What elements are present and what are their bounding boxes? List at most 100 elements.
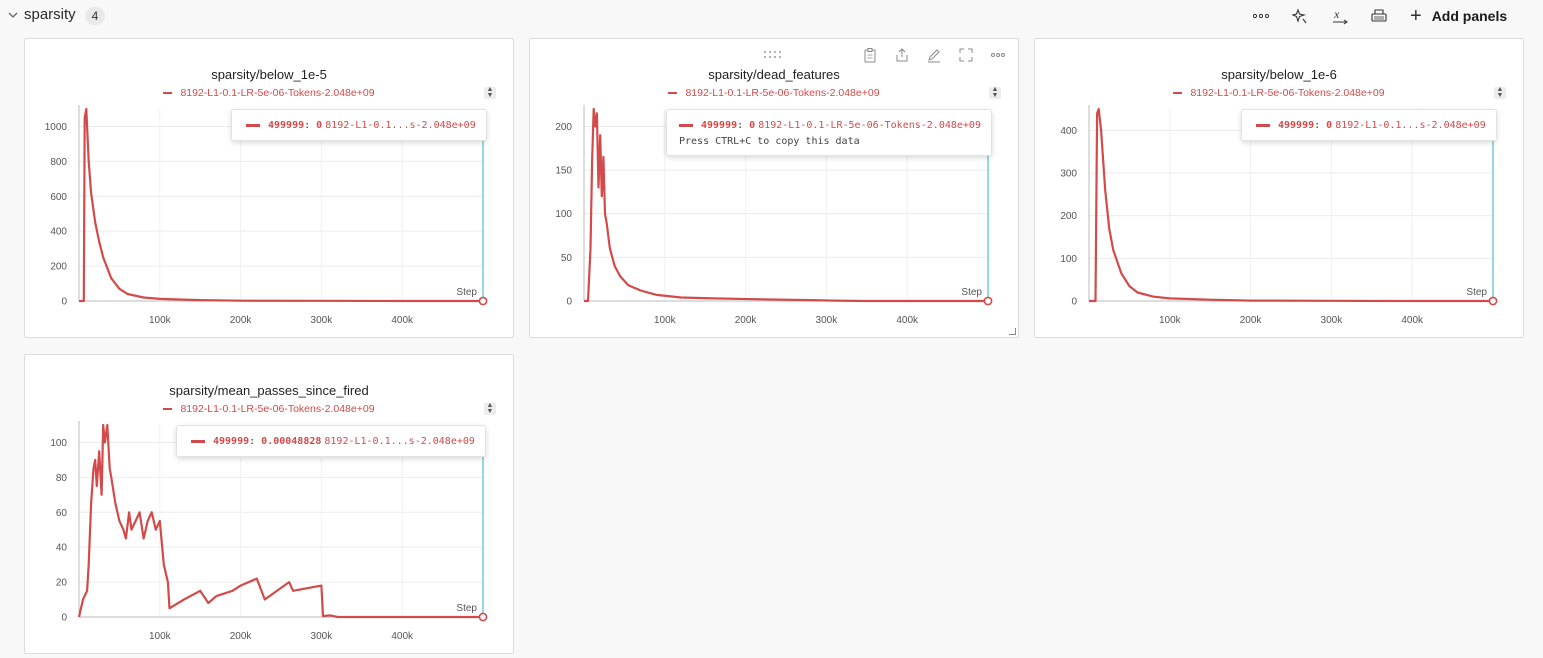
series-line [79,107,483,303]
x-axis-step-label: Step [456,287,477,298]
panel-count-badge: 4 [85,7,105,25]
more-icon[interactable] [1251,6,1271,26]
legend-entry[interactable]: 8192-L1-0.1-LR-5e-06-Tokens-2.048e+09 [25,87,513,99]
panel-more-icon[interactable] [990,47,1006,63]
legend-entry[interactable]: 8192-L1-0.1-LR-5e-06-Tokens-2.048e+09 [1035,87,1523,99]
hover-point-marker [478,612,488,622]
legend-label: 8192-L1-0.1-LR-5e-06-Tokens-2.048e+09 [180,403,375,415]
y-tick-label: 40 [56,543,68,554]
hover-tooltip: 499999: 0 8192-L1-0.1-LR-5e-06-Tokens-2.… [666,109,992,156]
x-tick-label: 200k [230,315,253,326]
x-axis-step-label: Step [456,603,477,614]
chart-panel[interactable]: sparsity/below_1e-6 8192-L1-0.1-LR-5e-06… [1034,38,1524,338]
y-tick-label: 0 [566,297,572,308]
y-tick-label: 0 [61,613,67,624]
y-tick-label: 0 [1071,297,1077,308]
x-tick-label: 300k [1321,315,1344,326]
x-tick-label: 100k [149,631,172,642]
line-chart[interactable]: 0 20 40 60 80 100 100k 200k 300k 400k Step [25,355,513,653]
legend-label: 8192-L1-0.1-LR-5e-06-Tokens-2.048e+09 [1190,87,1385,99]
panel-title: sparsity/below_1e-5 [211,67,327,82]
line-chart[interactable]: 0 100 200 300 400 100k 200k 300k 400k Step [1035,39,1523,337]
legend-swatch [1173,92,1183,95]
x-tick-label: 200k [735,315,758,326]
y-tick-label: 600 [50,192,67,203]
tooltip-run-name: 8192-L1-0.1...s-2.048e+09 [1335,119,1486,131]
resize-handle[interactable] [1009,328,1016,335]
fullscreen-icon[interactable] [958,47,974,63]
chart-panel[interactable]: sparsity/below_1e-5 8192-L1-0.1-LR-5e-06… [24,38,514,338]
legend-scroll-icon[interactable]: ▲ ▼ [484,86,496,99]
series-line [77,423,483,619]
tooltip-step: 499999 [213,435,250,447]
add-panels-label: Add panels [1431,8,1508,24]
panel-actions [530,47,1018,65]
variable-x-icon[interactable]: x [1330,6,1350,26]
section-title[interactable]: sparsity [24,6,76,23]
y-tick-label: 100 [555,209,572,220]
tooltip-step: 499999 [268,119,305,131]
tooltip-swatch [679,123,693,127]
x-axis-step-label: Step [1466,287,1487,298]
x-tick-label: 400k [896,315,919,326]
chart-panel[interactable]: sparsity/mean_passes_since_fired 8192-L1… [24,354,514,654]
y-tick-label: 20 [56,578,68,589]
add-panels-button[interactable]: + Add panels [1410,4,1507,28]
y-tick-label: 50 [561,253,573,264]
tooltip-swatch [1256,123,1270,127]
tooltip-value: 0 [316,119,323,131]
tooltip-run-name: 8192-L1-0.1...s-2.048e+09 [325,119,476,131]
chevron-down-icon[interactable] [6,8,20,22]
tooltip-run-name: 8192-L1-0.1...s-2.048e+09 [324,435,475,447]
x-tick-label: 400k [391,631,414,642]
x-tick-label: 400k [391,315,414,326]
line-chart[interactable]: 0 50 100 150 200 100k 200k 300k 400k Step [530,39,1018,337]
drag-handle-icon[interactable] [762,47,781,63]
legend-label: 8192-L1-0.1-LR-5e-06-Tokens-2.048e+09 [685,87,880,99]
print-icon[interactable] [1369,6,1389,26]
y-tick-label: 100 [1060,254,1077,265]
tooltip-swatch [191,439,205,443]
hover-tooltip: 499999: 0 8192-L1-0.1...s-2.048e+09 [231,109,487,141]
plus-icon: + [1410,4,1422,27]
panel-title: sparsity/mean_passes_since_fired [169,383,369,398]
legend-label: 8192-L1-0.1-LR-5e-06-Tokens-2.048e+09 [180,87,375,99]
x-tick-label: 100k [1159,315,1182,326]
x-tick-label: 300k [816,315,839,326]
edit-icon[interactable] [926,47,942,63]
series-line [584,107,988,303]
chart-panel[interactable]: sparsity/dead_features 8192-L1-0.1-LR-5e… [529,38,1019,338]
y-tick-label: 200 [555,122,572,133]
legend-swatch [163,408,173,411]
y-tick-label: 60 [56,508,68,519]
legend-entry[interactable]: 8192-L1-0.1-LR-5e-06-Tokens-2.048e+09 [530,87,1018,99]
tooltip-value: 0 [749,119,756,131]
clipboard-icon[interactable] [862,47,878,63]
hover-point-marker [983,296,993,306]
y-tick-label: 100 [50,438,67,449]
series-line [1089,107,1493,303]
tooltip-value: 0.00048828 [261,435,322,447]
share-icon[interactable] [894,47,910,63]
y-tick-label: 1000 [45,122,68,133]
magic-wand-icon[interactable] [1289,6,1309,26]
line-chart[interactable]: 0 200 400 600 800 1000 100k 200k 300k 400k Step [25,39,513,337]
copy-hint: Press CTRL+C to copy this data [679,136,860,147]
x-axis-step-label: Step [961,287,982,298]
panel-title: sparsity/dead_features [708,67,840,82]
x-tick-label: 300k [311,315,334,326]
y-tick-label: 80 [56,473,68,484]
hover-point-marker [1488,296,1498,306]
legend-scroll-icon[interactable]: ▲ ▼ [1494,86,1506,99]
hover-point-marker [478,296,488,306]
legend-scroll-icon[interactable]: ▲ ▼ [989,86,1001,99]
x-tick-label: 100k [654,315,677,326]
legend-entry[interactable]: 8192-L1-0.1-LR-5e-06-Tokens-2.048e+09 [25,403,513,415]
x-tick-label: 300k [311,631,334,642]
y-tick-label: 400 [50,227,67,238]
legend-scroll-icon[interactable]: ▲ ▼ [484,402,496,415]
hover-tooltip: 499999: 0 8192-L1-0.1...s-2.048e+09 [1241,109,1497,141]
svg-text:x: x [1333,7,1340,21]
x-tick-label: 200k [1240,315,1263,326]
legend-swatch [668,92,678,95]
